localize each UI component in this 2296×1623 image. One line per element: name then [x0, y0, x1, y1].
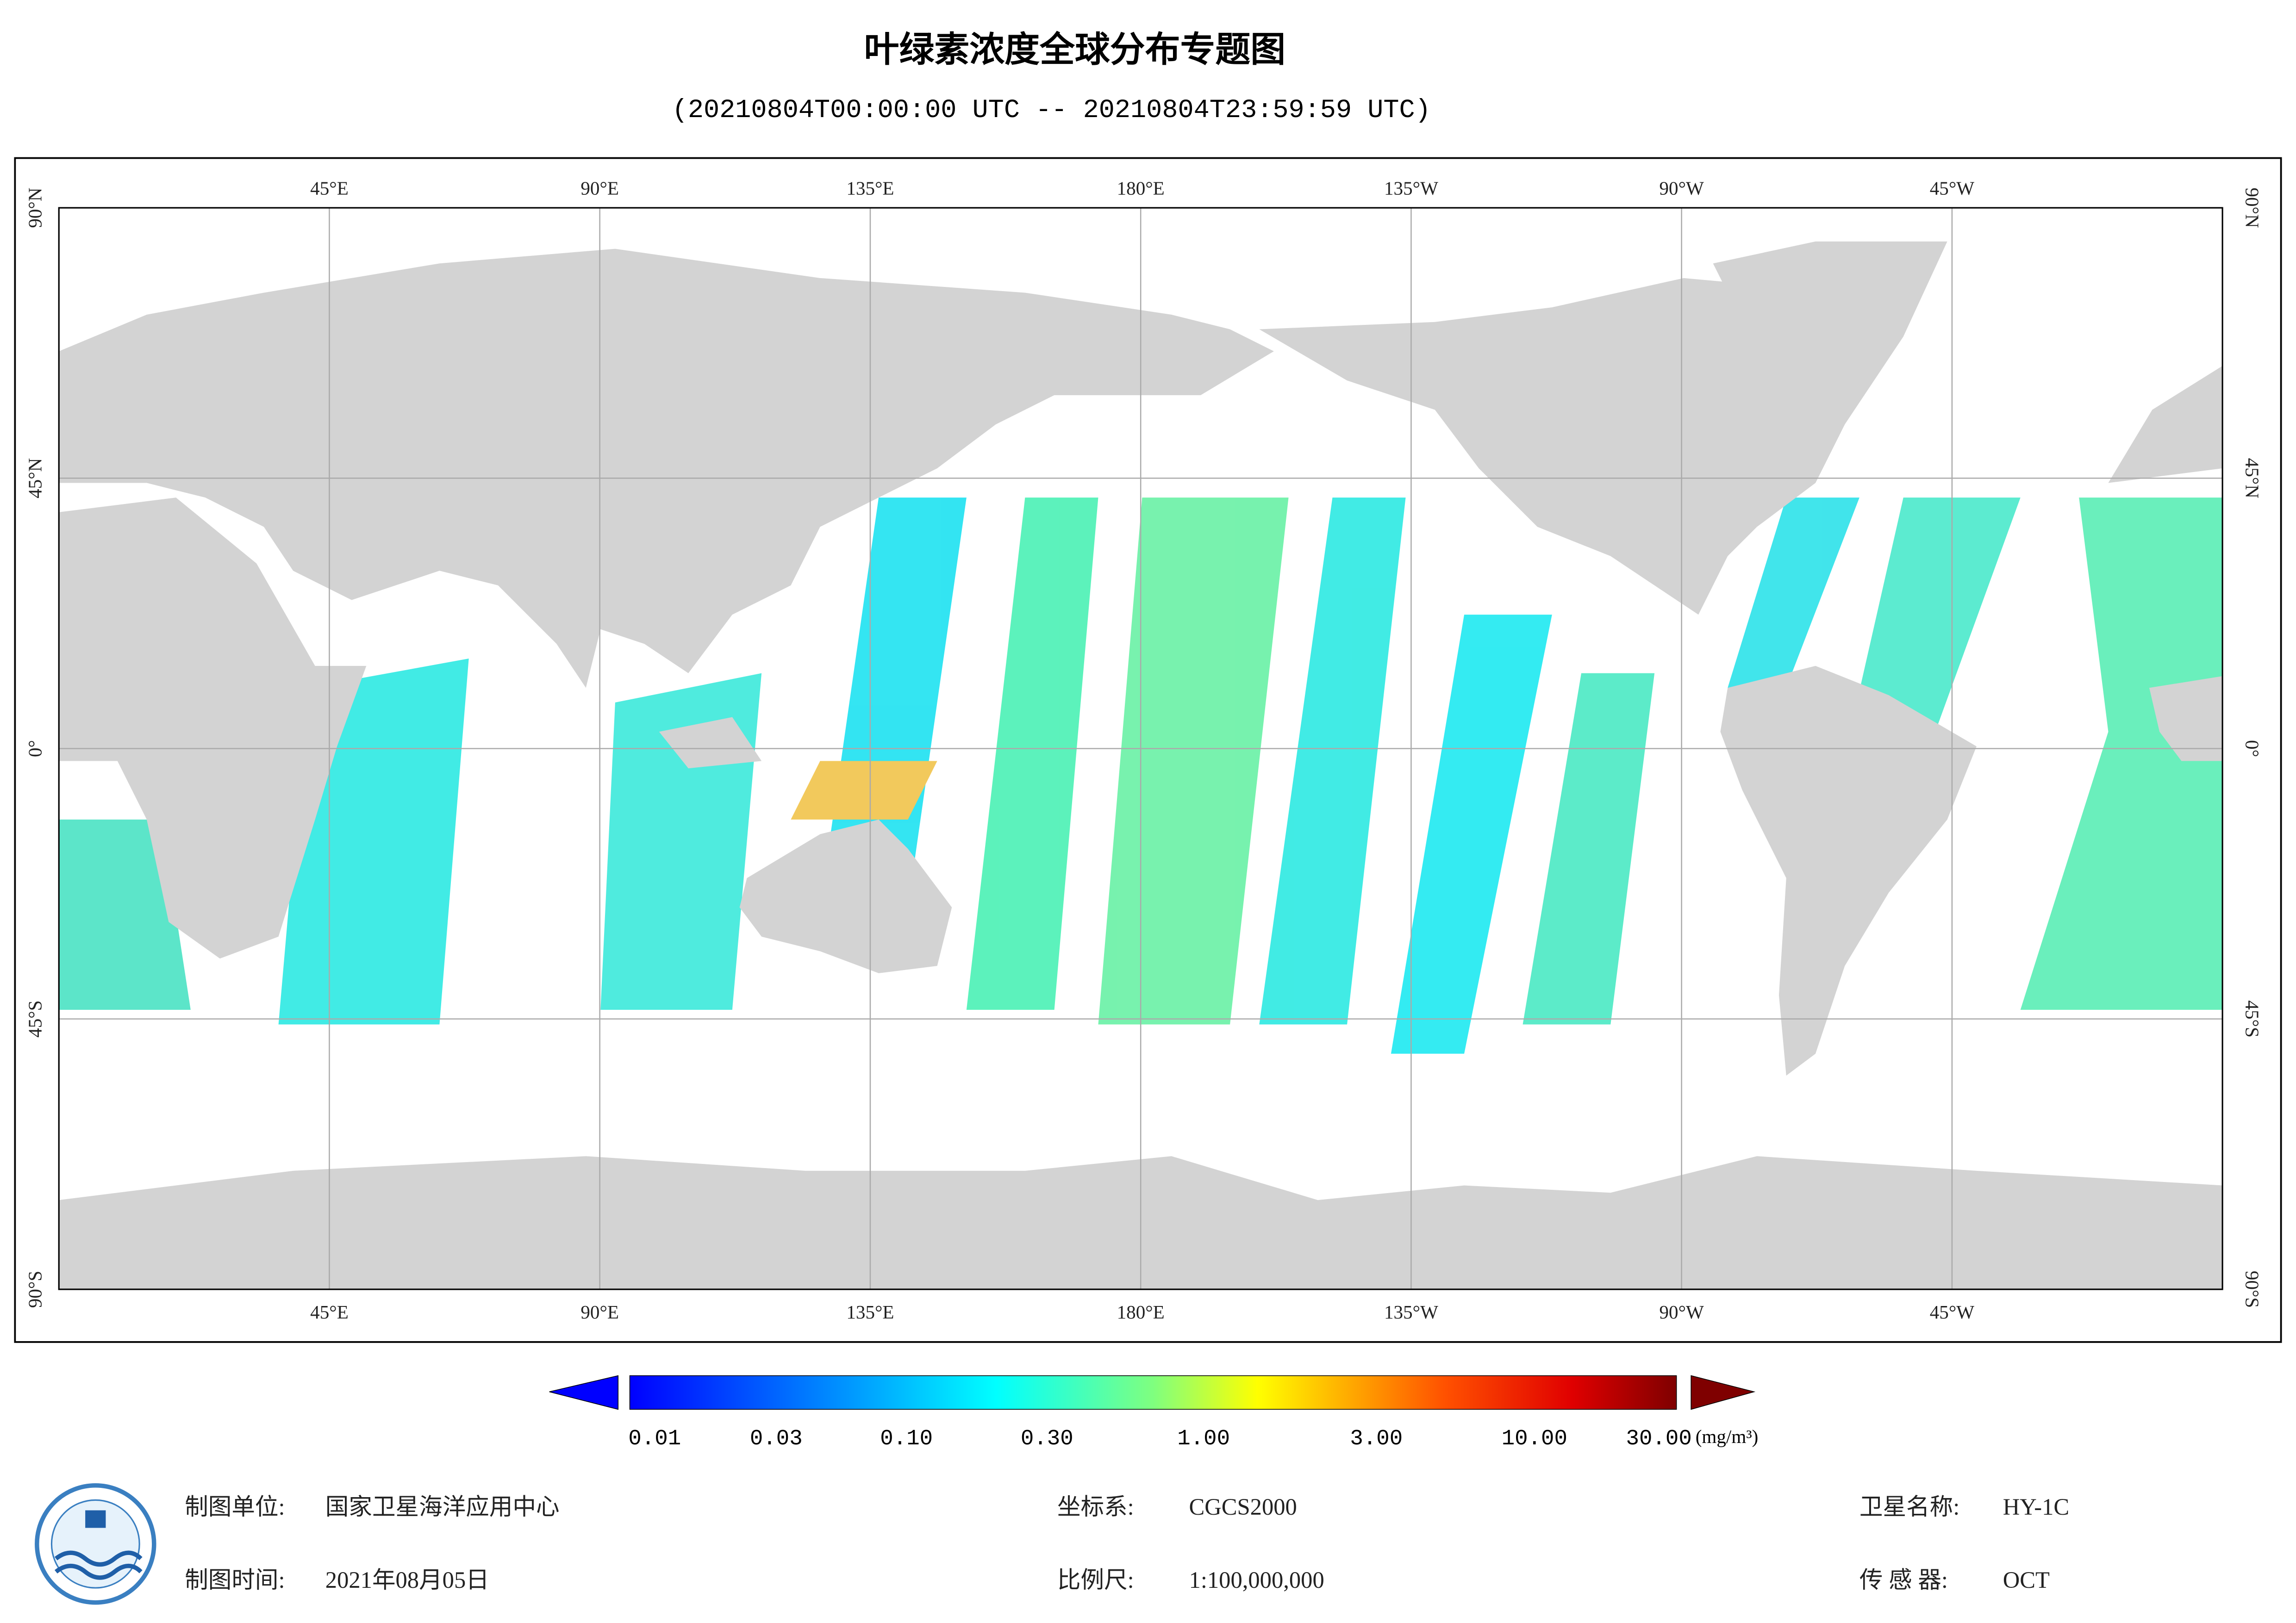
scale-label: 比例尺: [1057, 1567, 1134, 1593]
lat-label-right: 90°N [2242, 187, 2263, 228]
colorbar-low-arrow [549, 1375, 619, 1410]
lat-label-right: 45°N [2242, 458, 2263, 498]
satellite: HY-1C [2003, 1494, 2069, 1520]
unit: 国家卫星海洋应用中心 [325, 1494, 560, 1520]
colorbar-tick-label: 0.01 [628, 1427, 681, 1451]
lon-label-top: 135°W [1384, 178, 1438, 199]
lon-label-bottom: 90°W [1659, 1301, 1704, 1323]
lat-label-left: 45°S [24, 1001, 45, 1038]
lat-label-left: 90°S [24, 1271, 45, 1308]
map: 45°E 45°E 90°E 90°E 135°E 135°E 180°E 180°E 135°… [24, 178, 2263, 1323]
colorbar-unit: (mg/m³) [1696, 1426, 1759, 1448]
time: 2021年08月05日 [325, 1567, 489, 1593]
colorbar-tick-label: 10.00 [1502, 1427, 1567, 1451]
colorbar-high-arrow [1691, 1375, 1756, 1410]
colorbar-tick-label: 1.00 [1177, 1427, 1230, 1451]
logo [35, 1483, 156, 1605]
colorbar-tick-label: 0.03 [750, 1427, 803, 1451]
scale: 1:100,000,000 [1189, 1567, 1324, 1593]
map-frame [14, 157, 2282, 1343]
lat-label-right: 90°S [2242, 1271, 2263, 1308]
unit-label: 制图单位: [185, 1494, 285, 1520]
colorbar-tick-label: 0.10 [880, 1427, 933, 1451]
colorbar-tick-label: 0.30 [1021, 1427, 1073, 1451]
lon-label-bottom: 90°E [580, 1301, 619, 1323]
crs: CGCS2000 [1189, 1494, 1297, 1520]
colorbar-tick-label: 3.00 [1350, 1427, 1403, 1451]
lon-label-top: 45°E [310, 178, 349, 199]
lon-label-bottom: 135°W [1384, 1301, 1438, 1323]
graticule: 45°E 45°E 90°E 90°E 135°E 135°E 180°E 180°E 135°… [24, 178, 2263, 1323]
colorbar-ramp [629, 1375, 1677, 1410]
subtitle: (20210804T00:00:00 UTC -- 20210804T23:59… [672, 96, 1431, 125]
footer: 制图单位: 国家卫星海洋应用中心 制图时间: 2021年08月05日 坐标系: … [35, 1483, 2069, 1605]
lon-label-top: 135°E [846, 178, 894, 199]
lon-label-bottom: 45°E [310, 1301, 349, 1323]
sensor-label: 传 感 器: [1859, 1567, 1948, 1593]
lon-label-top: 45°W [1930, 178, 1975, 199]
satellite-label: 卫星名称: [1859, 1494, 1959, 1520]
sensor: OCT [2003, 1567, 2050, 1593]
lon-label-bottom: 135°E [846, 1301, 894, 1323]
colorbar: 0.01 0.03 0.10 0.30 1.00 3.00 10.00 30.00 (mg/m³… [549, 1375, 1759, 1451]
lon-label-bottom: 45°W [1930, 1301, 1975, 1323]
lat-label-right: 0° [2242, 740, 2263, 757]
lat-label-left: 45°N [24, 458, 45, 498]
lat-label-right: 45°S [2242, 1001, 2263, 1038]
map-border [58, 207, 2223, 1290]
lat-label-left: 90°N [24, 187, 45, 228]
lon-label-top: 90°E [580, 178, 619, 199]
lon-label-top: 90°W [1659, 178, 1704, 199]
lon-label-bottom: 180°E [1117, 1301, 1165, 1323]
title: 叶绿素浓度全球分布专题图 [864, 29, 1286, 70]
lon-label-top: 180°E [1117, 178, 1165, 199]
colorbar-tick-label: 30.00 [1626, 1427, 1691, 1451]
lat-label-left: 0° [24, 740, 45, 757]
time-label: 制图时间: [185, 1567, 285, 1593]
crs-label: 坐标系: [1057, 1494, 1134, 1520]
